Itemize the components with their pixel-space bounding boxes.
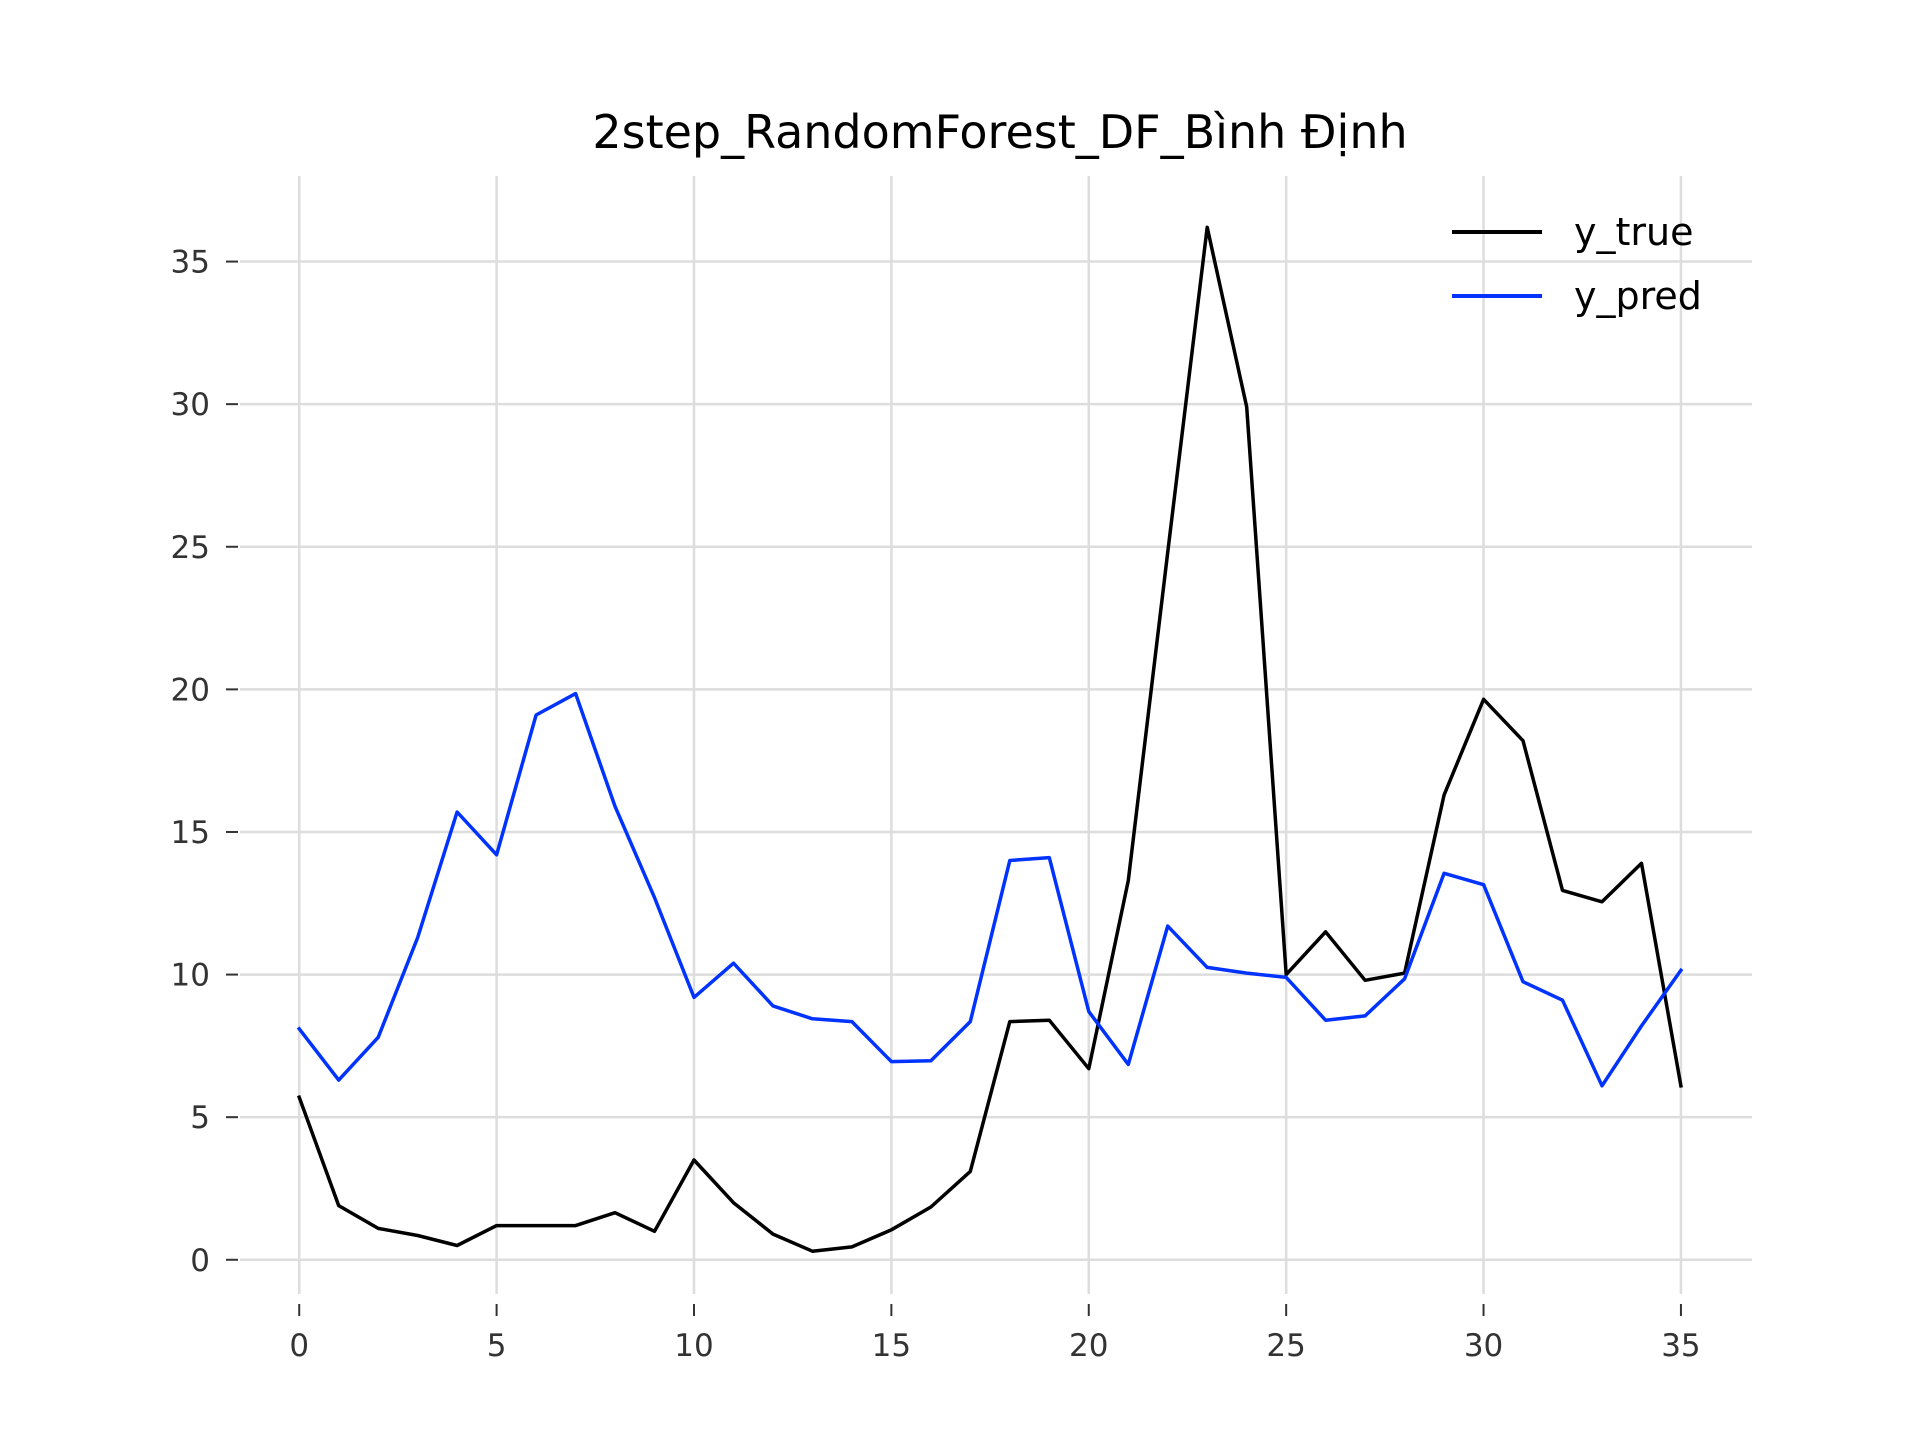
legend-label-y-pred: y_pred — [1574, 274, 1702, 318]
x-tick-label: 15 — [872, 1328, 911, 1364]
y-tick-label: 5 — [190, 1100, 210, 1136]
x-tick-label: 25 — [1266, 1328, 1305, 1364]
legend-label-y-true: y_true — [1574, 210, 1693, 254]
x-tick-label: 5 — [487, 1328, 507, 1364]
series-line-y-true — [296, 225, 1683, 1253]
axis-ticks: 0 5 10 15 20 25 30 35 0 5 10 15 20 25 30 35 — [171, 245, 1701, 1364]
y-tick-label: 15 — [171, 815, 210, 851]
y-tick-label: 0 — [190, 1243, 210, 1279]
grid — [240, 176, 1752, 1294]
series-lines — [296, 225, 1684, 1253]
x-tick-label: 10 — [674, 1328, 713, 1364]
y-tick-label: 35 — [171, 245, 210, 281]
series-line-y-pred — [296, 691, 1684, 1088]
y-tick-label: 25 — [171, 530, 210, 566]
y-tick-label: 30 — [171, 387, 210, 423]
y-tick-label: 10 — [171, 958, 210, 994]
x-tick-label: 0 — [289, 1328, 309, 1364]
x-tick-label: 30 — [1464, 1328, 1503, 1364]
legend: y_true y_pred — [1452, 210, 1702, 318]
chart-title: 2step_RandomForest_DF_Bình Định — [592, 105, 1407, 159]
y-tick-label: 20 — [171, 672, 210, 708]
x-tick-label: 20 — [1069, 1328, 1108, 1364]
x-tick-label: 35 — [1661, 1328, 1700, 1364]
